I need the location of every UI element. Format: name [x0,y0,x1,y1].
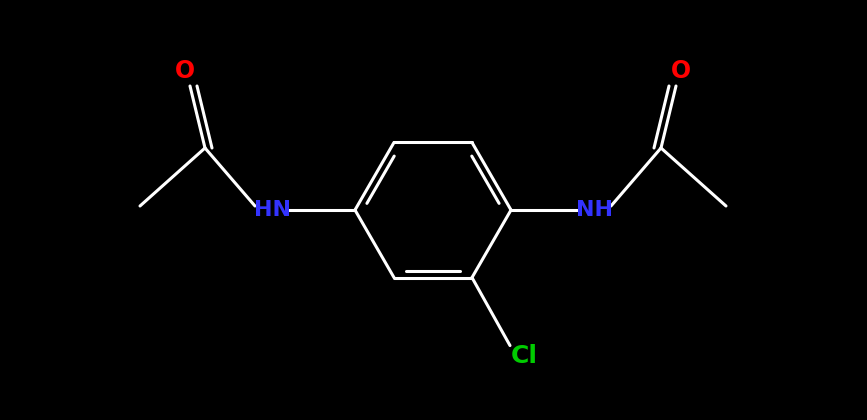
Text: NH: NH [576,200,612,220]
Text: Cl: Cl [511,344,538,368]
Text: HN: HN [253,200,290,220]
Text: O: O [175,59,195,83]
Text: O: O [671,59,691,83]
